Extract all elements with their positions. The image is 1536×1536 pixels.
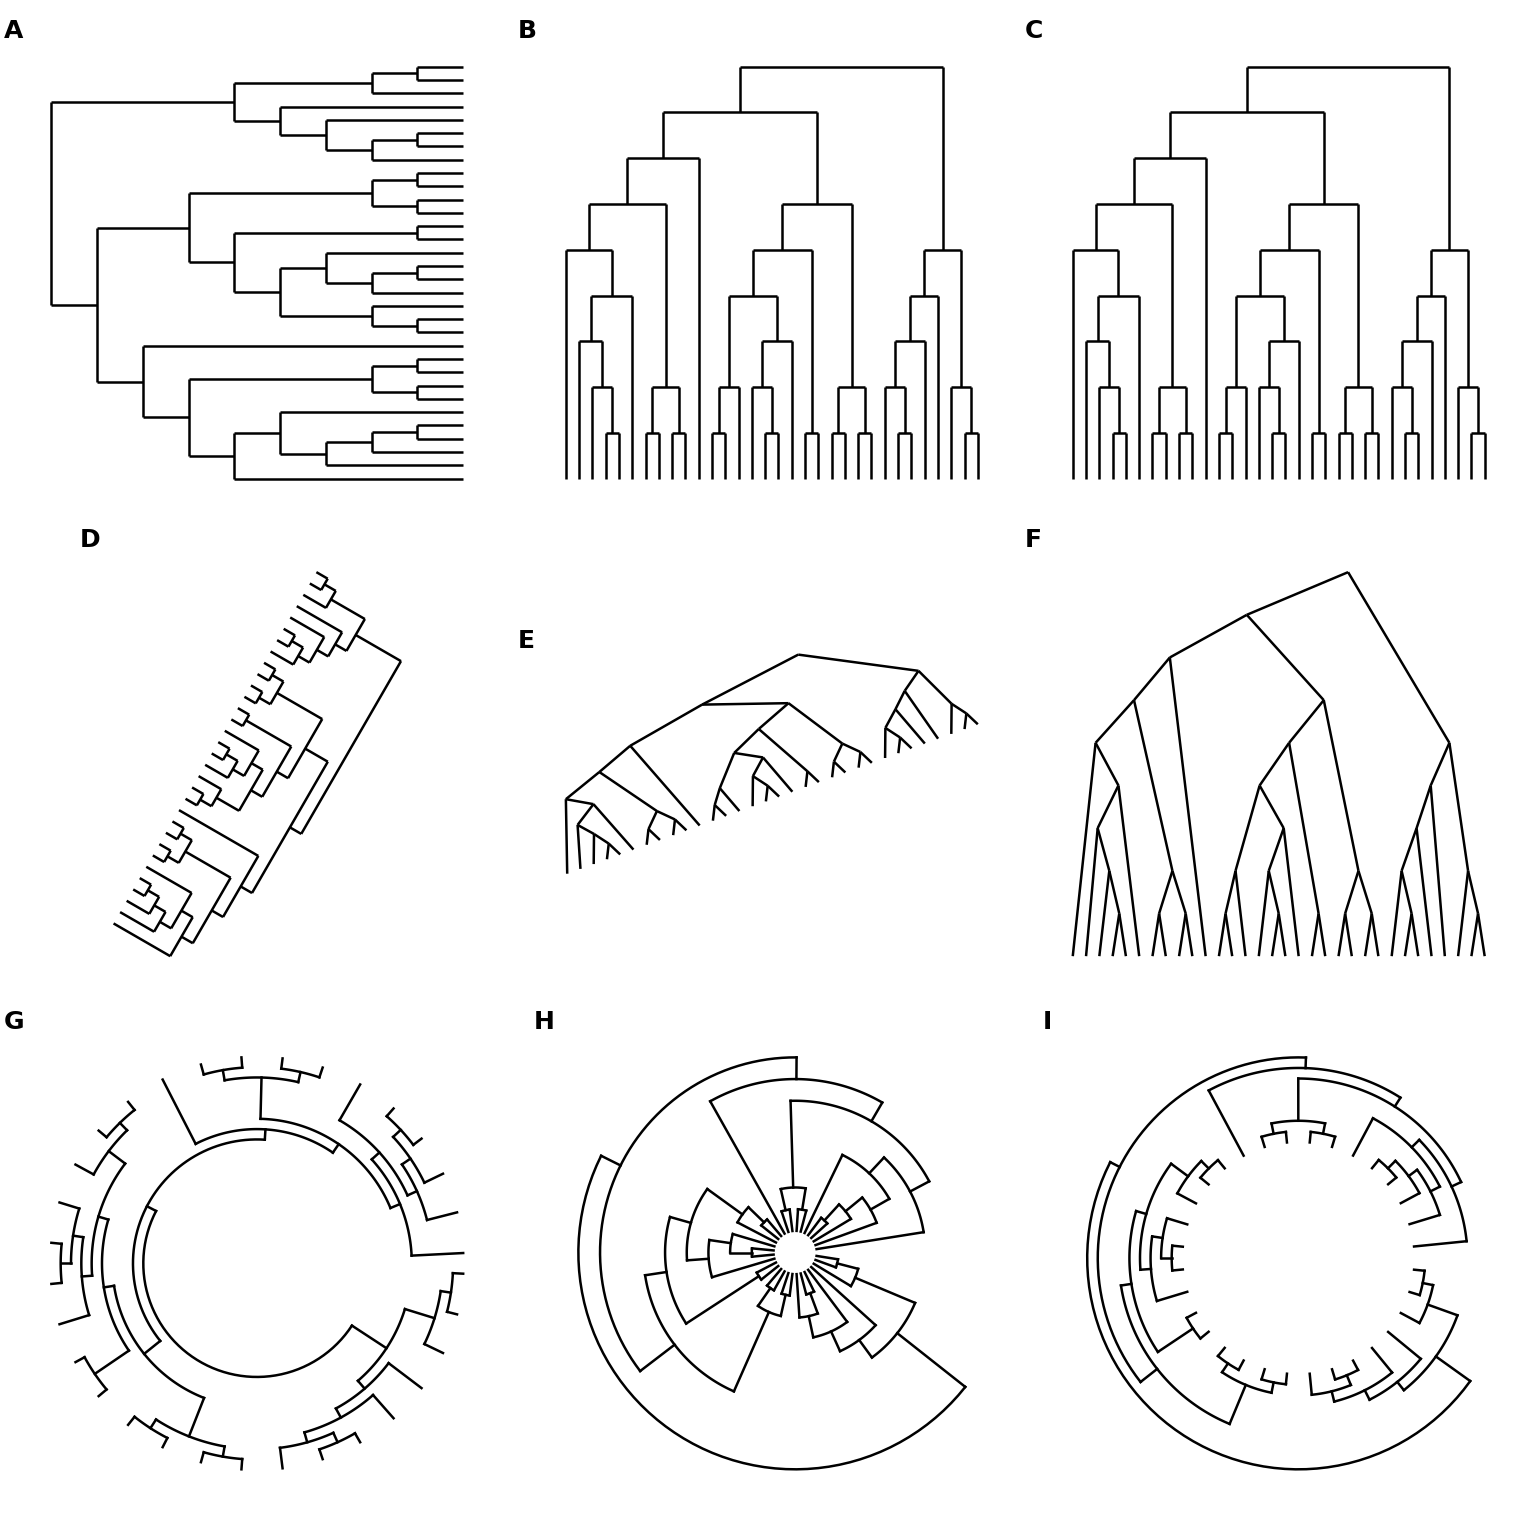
Text: C: C: [1025, 18, 1043, 43]
Text: I: I: [1043, 1009, 1052, 1034]
Text: H: H: [533, 1009, 554, 1034]
Text: G: G: [3, 1009, 25, 1034]
Text: B: B: [518, 18, 538, 43]
Text: F: F: [1025, 528, 1041, 551]
Text: A: A: [3, 18, 23, 43]
Text: D: D: [80, 528, 101, 551]
Text: E: E: [518, 630, 535, 653]
